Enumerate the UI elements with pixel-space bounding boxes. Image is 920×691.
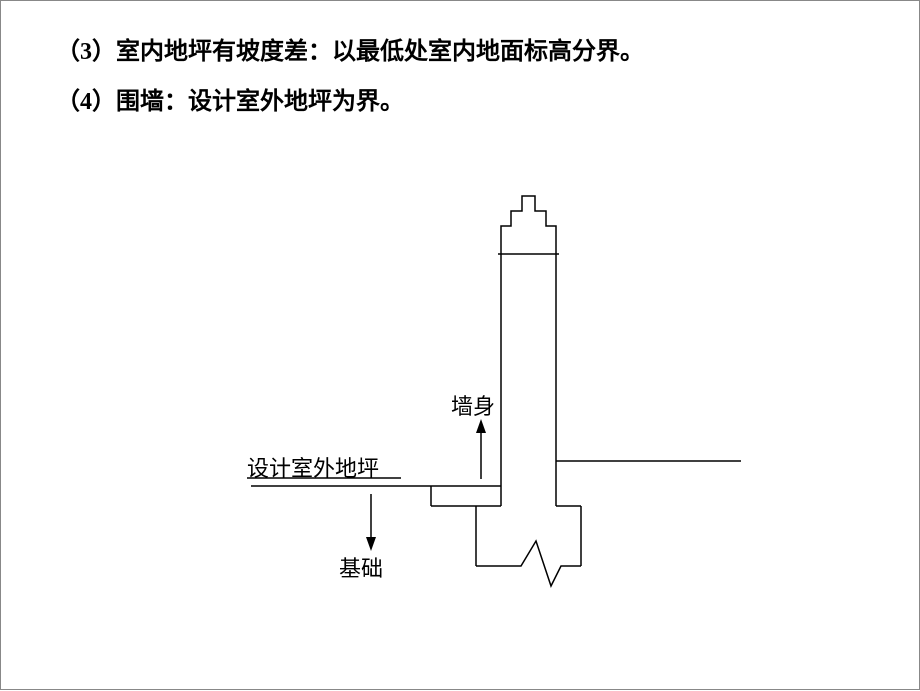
page: （3）室内地坪有坡度差：以最低处室内地面标高分界。 （4）围墙：设计室外地坪为界… bbox=[0, 0, 920, 690]
wall-section-diagram bbox=[1, 1, 920, 691]
